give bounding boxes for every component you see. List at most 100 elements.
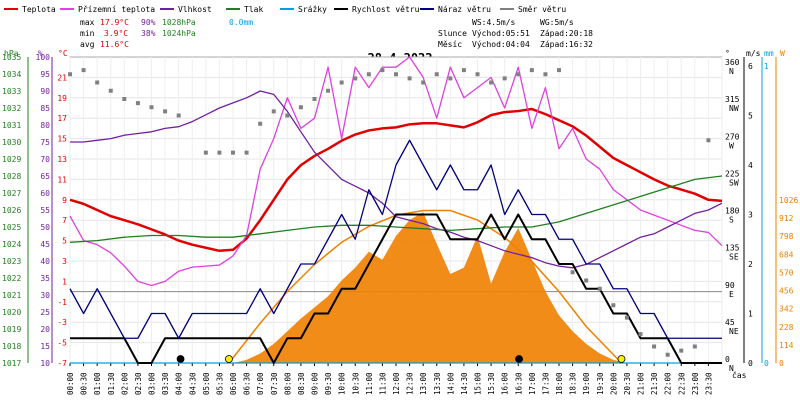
wind-direction-point bbox=[380, 68, 385, 73]
humidity-tick: 15 bbox=[40, 342, 50, 351]
wind-tick: 1 bbox=[748, 310, 753, 319]
pressure-tick: 1031 bbox=[2, 121, 21, 130]
moon-set: Západ:16:32 bbox=[540, 40, 593, 49]
temperature-tick: 1 bbox=[62, 277, 67, 286]
series-line-temperature bbox=[69, 107, 723, 253]
wind-direction-point bbox=[557, 68, 561, 73]
x-tick-label: 07:00 bbox=[256, 372, 265, 395]
legend-label: Směr větru bbox=[518, 5, 566, 14]
x-tick-label: 17:00 bbox=[528, 372, 537, 395]
stat-max-temp: 17.9°C bbox=[100, 18, 129, 27]
x-tick-label: 10:30 bbox=[351, 372, 360, 395]
info-block: WS:4.5m/s WG:5m/s Slunce Východ:05:51 Zá… bbox=[438, 18, 593, 49]
wind-direction-point bbox=[475, 72, 480, 77]
humidity-tick: 65 bbox=[40, 172, 50, 181]
wind-direction-point bbox=[652, 344, 657, 349]
x-tick-label: 11:30 bbox=[378, 372, 387, 395]
wind-direction-point bbox=[570, 270, 575, 275]
temperature-tick: -1 bbox=[57, 298, 67, 307]
wind-gust-info: WG:5m/s bbox=[540, 18, 574, 27]
stat-avg-label: avg bbox=[80, 40, 95, 49]
stat-max-rain: 0.0mm bbox=[229, 18, 253, 27]
direction-tick: 270 bbox=[725, 132, 740, 141]
x-tick-label: 05:00 bbox=[202, 372, 211, 395]
x-tick-label: 18:30 bbox=[569, 372, 578, 395]
x-tick-label: 19:30 bbox=[596, 372, 605, 395]
x-tick-label: 15:00 bbox=[474, 372, 483, 395]
right-axes: 0N45NE90E135SE180S225SW270W315NW360N0123… bbox=[725, 57, 798, 373]
wind-direction-point bbox=[624, 315, 629, 320]
direction-tick: 180 bbox=[725, 207, 740, 216]
humidity-tick: 50 bbox=[40, 223, 50, 232]
humidity-tick: 55 bbox=[40, 206, 50, 215]
wind-direction-point bbox=[244, 150, 249, 155]
temperature-tick: -7 bbox=[57, 359, 67, 368]
x-tick-label: 04:30 bbox=[188, 372, 197, 395]
direction-unit: ° bbox=[725, 49, 730, 58]
wind-direction-point bbox=[271, 109, 276, 114]
temperature-tick: 9 bbox=[62, 196, 67, 205]
axis-units: hPa % °C ° m/s mm W bbox=[4, 49, 785, 58]
x-tick-label: 15:30 bbox=[487, 372, 496, 395]
x-tick-label: 06:30 bbox=[243, 372, 252, 395]
x-tick-label: 23:30 bbox=[704, 372, 713, 395]
x-tick-label: 03:30 bbox=[161, 372, 170, 395]
direction-label: E bbox=[729, 290, 734, 299]
sun-rise: Východ:05:51 bbox=[472, 29, 530, 38]
stat-min-press: 1024hPa bbox=[162, 29, 196, 38]
x-tick-label: 00:30 bbox=[80, 372, 89, 395]
direction-tick: 315 bbox=[725, 95, 740, 104]
wind-direction-point bbox=[231, 150, 235, 155]
legend-label: Náraz větru bbox=[438, 5, 491, 14]
humidity-tick: 80 bbox=[40, 121, 50, 130]
temperature-tick: 13 bbox=[57, 155, 67, 164]
rain-tick: 0 bbox=[764, 359, 769, 368]
humidity-tick: 90 bbox=[40, 87, 50, 96]
x-tick-label: 02:30 bbox=[134, 372, 143, 395]
direction-label: N bbox=[729, 364, 734, 373]
x-tick-label: 00:00 bbox=[66, 372, 75, 395]
temperature-tick: 3 bbox=[62, 257, 67, 266]
wind-direction-point bbox=[407, 76, 412, 81]
moon-set-marker bbox=[515, 355, 523, 363]
x-tick-label: 21:00 bbox=[637, 372, 646, 395]
direction-tick: 225 bbox=[725, 169, 740, 178]
pressure-tick: 1020 bbox=[2, 308, 21, 317]
pressure-tick: 1023 bbox=[2, 257, 21, 266]
pressure-tick: 1022 bbox=[2, 274, 21, 283]
pressure-tick: 1030 bbox=[2, 138, 21, 147]
legend-label: Přízemní teplota bbox=[78, 5, 155, 14]
pressure-tick: 1026 bbox=[2, 206, 21, 215]
pressure-tick: 1032 bbox=[2, 104, 21, 113]
wind-direction-point bbox=[258, 121, 263, 126]
humidity-tick: 60 bbox=[40, 189, 50, 198]
wind-direction-point bbox=[543, 72, 548, 77]
humidity-tick: 45 bbox=[40, 240, 50, 249]
x-tick-label: 13:30 bbox=[433, 372, 442, 395]
x-tick-label: 20:30 bbox=[623, 372, 632, 395]
pressure-tick: 1017 bbox=[2, 359, 21, 368]
wind-direction-point bbox=[638, 332, 643, 337]
wind-direction-point bbox=[665, 352, 670, 357]
humidity-tick: 35 bbox=[40, 274, 50, 283]
temperature-tick: 19 bbox=[57, 94, 67, 103]
x-tick-label: 16:30 bbox=[514, 372, 523, 395]
series-line-pressure bbox=[69, 175, 723, 243]
wind-direction-point bbox=[149, 105, 154, 110]
wind-direction-point bbox=[529, 68, 534, 73]
wind-direction-point bbox=[692, 344, 697, 349]
wind-direction-point bbox=[312, 97, 317, 101]
wind-tick: 0 bbox=[748, 359, 753, 368]
direction-label: SW bbox=[729, 178, 739, 187]
x-tick-label: 11:00 bbox=[365, 372, 374, 395]
pressure-tick: 1033 bbox=[2, 87, 21, 96]
wind-direction-point bbox=[434, 72, 439, 77]
humidity-tick: 70 bbox=[40, 155, 50, 164]
direction-label: N bbox=[729, 67, 734, 76]
temperature-tick: 15 bbox=[57, 135, 67, 144]
rain-unit: mm bbox=[764, 49, 774, 58]
wind-direction-point bbox=[421, 80, 426, 85]
x-tick-label: 04:00 bbox=[175, 372, 184, 395]
x-tick-label: 10:00 bbox=[338, 372, 347, 395]
wind-direction-point bbox=[339, 80, 344, 85]
